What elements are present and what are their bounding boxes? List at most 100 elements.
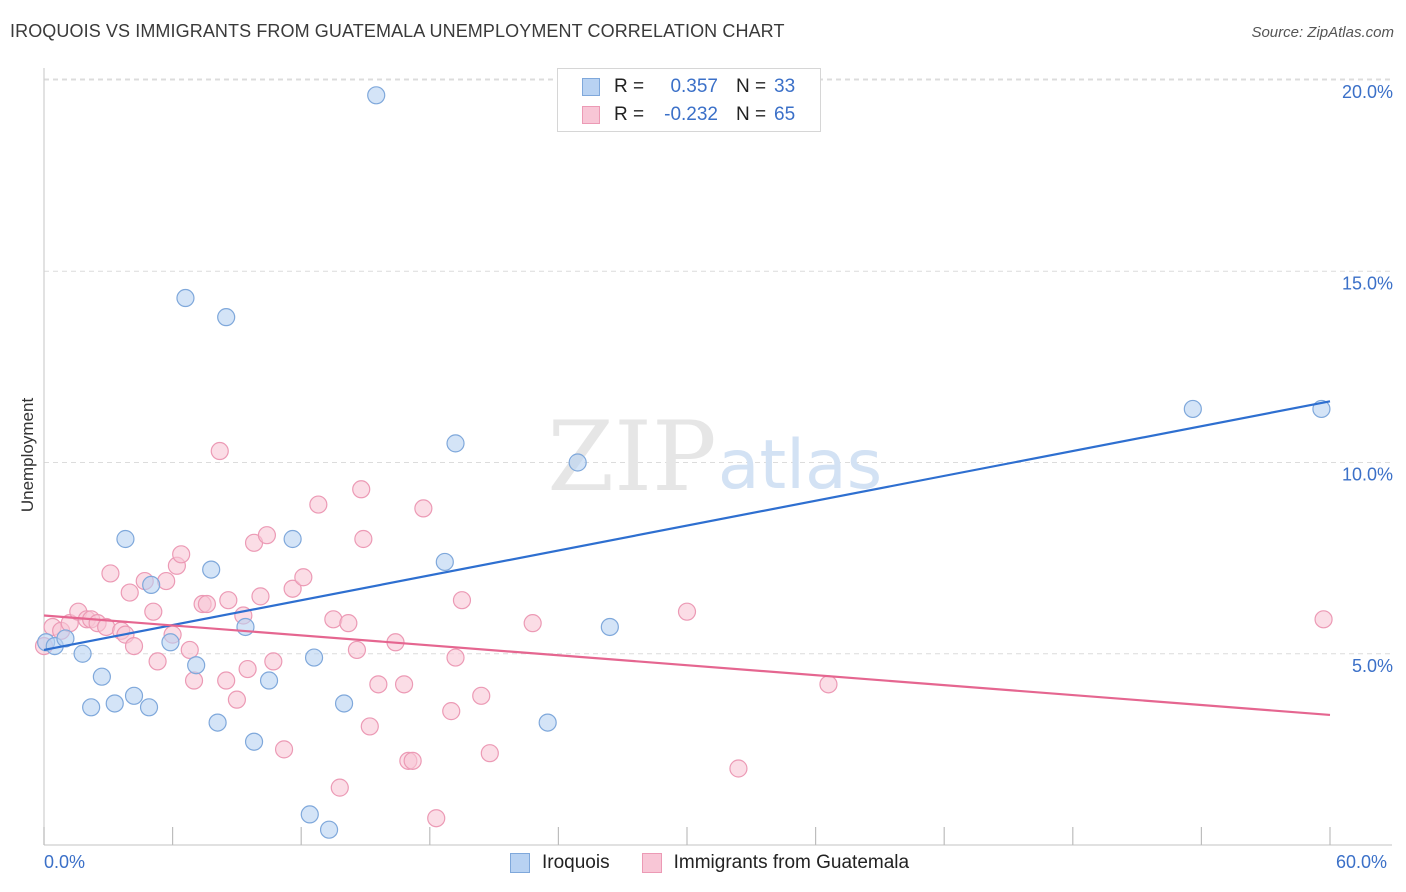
y-tick-label: 20.0% bbox=[1342, 82, 1393, 102]
guatemala-point bbox=[472, 686, 491, 705]
legend-item-guatemala: Immigrants from Guatemala bbox=[641, 852, 910, 874]
guatemala-r-value: -0.232 bbox=[664, 104, 718, 125]
guatemala-point bbox=[523, 614, 542, 633]
iroquois-n-value: 33 bbox=[774, 76, 796, 97]
correlation-legend: R = 0.357 N = 33 R = -0.232 N = 65 bbox=[557, 68, 821, 132]
iroquois-point bbox=[319, 820, 339, 839]
iroquois-point bbox=[142, 575, 161, 595]
iroquois-point bbox=[116, 529, 135, 549]
guatemala-point bbox=[144, 602, 163, 621]
zipatlas-watermark: ZIP atlas bbox=[547, 401, 882, 513]
data-points bbox=[34, 86, 1333, 839]
iroquois-point bbox=[304, 648, 324, 667]
trend-lines bbox=[43, 400, 1331, 717]
guatemala-point bbox=[294, 568, 313, 587]
r-label: R = bbox=[614, 76, 645, 97]
guatemala-point bbox=[210, 441, 229, 461]
iroquois-point bbox=[187, 656, 206, 675]
iroquois-point bbox=[600, 617, 619, 637]
guatemala-point bbox=[819, 675, 838, 694]
guatemala-point bbox=[217, 671, 236, 690]
guatemala-point bbox=[257, 526, 277, 545]
iroquois-legend-label: Iroquois bbox=[542, 852, 610, 873]
guatemala-point bbox=[157, 571, 176, 591]
y-tick-label: 5.0% bbox=[1352, 656, 1393, 676]
y-tick-label: 10.0% bbox=[1342, 465, 1393, 485]
guatemala-legend-label: Immigrants from Guatemala bbox=[673, 852, 910, 873]
source-label: Source: ZipAtlas.com bbox=[1251, 24, 1394, 41]
guatemala-point bbox=[1314, 610, 1333, 629]
guatemala-point bbox=[120, 583, 139, 602]
guatemala-point bbox=[414, 499, 433, 518]
guatemala-point bbox=[347, 640, 367, 660]
series-legend: Iroquois Immigrants from Guatemala bbox=[510, 852, 941, 874]
iroquois-point bbox=[244, 732, 264, 751]
n-label: N = bbox=[736, 104, 767, 125]
guatemala-point bbox=[148, 652, 167, 671]
guatemala-point bbox=[446, 648, 465, 667]
guatemala-point bbox=[283, 579, 302, 598]
iroquois-r-value: 0.357 bbox=[670, 76, 718, 97]
guatemala-point bbox=[442, 702, 461, 721]
iroquois-point bbox=[217, 308, 236, 327]
iroquois-point bbox=[446, 434, 465, 453]
iroquois-point bbox=[1183, 399, 1202, 419]
legend-item-iroquois: Iroquois bbox=[510, 852, 610, 874]
guatemala-point bbox=[339, 614, 358, 633]
guatemala-point bbox=[251, 587, 270, 606]
guatemala-n-value: 65 bbox=[774, 104, 796, 125]
guatemala-trend-line bbox=[43, 614, 1331, 717]
guatemala-point bbox=[124, 636, 144, 656]
guatemala-point bbox=[180, 640, 199, 660]
iroquois-point bbox=[283, 529, 302, 549]
iroquois-point bbox=[300, 805, 319, 824]
guatemala-point bbox=[480, 744, 499, 763]
guatemala-point bbox=[452, 591, 472, 610]
guatemala-point bbox=[354, 529, 373, 549]
guatemala-point bbox=[729, 759, 748, 778]
guatemala-point bbox=[264, 652, 283, 671]
legend-row-guatemala: R = -0.232 N = 65 bbox=[582, 102, 795, 128]
iroquois-legend-swatch bbox=[510, 853, 530, 873]
chart-title: IROQUOIS VS IMMIGRANTS FROM GUATEMALA UN… bbox=[10, 21, 785, 41]
y-tick-label: 15.0% bbox=[1342, 273, 1393, 293]
iroquois-point bbox=[202, 560, 221, 579]
iroquois-point bbox=[161, 633, 180, 652]
n-label: N = bbox=[736, 76, 767, 97]
iroquois-point bbox=[435, 552, 454, 572]
guatemala-point bbox=[677, 602, 697, 621]
guatemala-point bbox=[227, 690, 246, 709]
guatemala-swatch bbox=[582, 106, 600, 124]
axes bbox=[43, 68, 1392, 846]
iroquois-point bbox=[176, 288, 195, 308]
guatemala-point bbox=[324, 610, 343, 629]
guatemala-point bbox=[360, 717, 379, 736]
gridlines bbox=[44, 78, 1392, 655]
guatemala-point bbox=[352, 480, 371, 499]
iroquois-point bbox=[92, 667, 111, 686]
guatemala-point bbox=[219, 591, 238, 610]
x-tick-max: 60.0% bbox=[1336, 852, 1388, 872]
iroquois-point bbox=[56, 629, 75, 648]
guatemala-point bbox=[427, 809, 446, 828]
y-tick-labels: 5.0% 10.0% 15.0% 20.0% bbox=[1342, 82, 1393, 676]
iroquois-point bbox=[139, 698, 159, 717]
iroquois-point bbox=[73, 644, 92, 663]
iroquois-point bbox=[367, 86, 386, 105]
guatemala-point bbox=[403, 751, 422, 770]
iroquois-point bbox=[82, 698, 101, 717]
guatemala-point bbox=[238, 659, 257, 679]
x-tick-min: 0.0% bbox=[44, 852, 86, 872]
guatemala-point bbox=[197, 594, 216, 614]
iroquois-point bbox=[538, 713, 557, 732]
legend-row-iroquois: R = 0.357 N = 33 bbox=[582, 74, 795, 100]
r-label: R = bbox=[614, 104, 645, 125]
iroquois-point bbox=[124, 686, 144, 705]
iroquois-point bbox=[208, 713, 227, 732]
guatemala-point bbox=[172, 545, 191, 564]
guatemala-point bbox=[184, 671, 204, 690]
guatemala-point bbox=[101, 564, 120, 583]
iroquois-point bbox=[236, 617, 255, 637]
iroquois-trend-line bbox=[43, 400, 1331, 652]
